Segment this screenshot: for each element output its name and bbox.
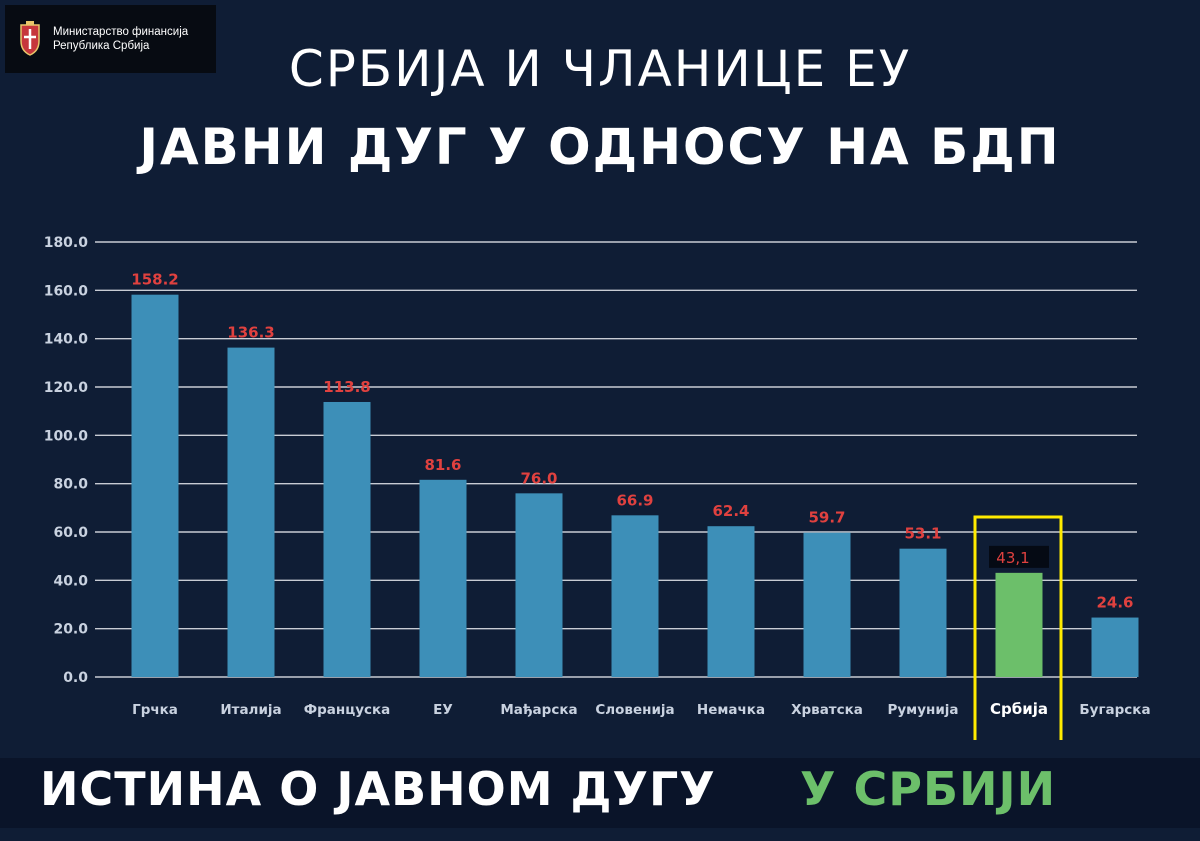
bottom-banner: [0, 758, 1200, 828]
title-line-1: СРБИЈА И ЧЛАНИЦЕ ЕУ: [288, 40, 912, 98]
data-label: 62.4: [712, 502, 749, 520]
y-tick-label: 140.0: [44, 332, 89, 348]
y-tick-label: 80.0: [53, 477, 88, 493]
bar: [131, 294, 179, 677]
x-tick-label: Грчка: [132, 702, 178, 718]
y-tick-label: 100.0: [44, 428, 89, 444]
bar: [707, 526, 755, 677]
y-tick-label: 180.0: [44, 235, 89, 251]
data-label: 59.7: [808, 509, 845, 527]
x-tick-label: Србија: [990, 700, 1048, 718]
x-tick-label: Италија: [220, 702, 281, 718]
ministry-name: Министарство финансија: [53, 26, 189, 38]
ministry-logo: Министарство финансија Република Србија: [5, 5, 216, 73]
bar: [323, 401, 371, 677]
bar-highlight: [995, 572, 1043, 677]
data-label: 81.6: [424, 456, 461, 474]
bar: [227, 347, 275, 677]
data-label: 24.6: [1096, 594, 1133, 612]
x-tick-label: Француска: [304, 702, 391, 718]
bar: [899, 548, 947, 677]
x-tick-label: Хрватска: [791, 702, 863, 718]
title-line-2: ЈАВНИ ДУГ У ОДНОСУ НА БДП: [139, 118, 1061, 176]
y-tick-label: 0.0: [63, 670, 88, 686]
bar-chart: 0.0 20.0 40.0 60.0 80.0 100.0 120.0 140.0 160.0 1…: [44, 235, 1151, 740]
bar: [1091, 617, 1139, 677]
banner-text-highlight: У СРБИЈИ: [800, 762, 1057, 816]
country-name: Република Србија: [53, 40, 150, 52]
y-tick-label: 20.0: [53, 622, 88, 638]
bar: [611, 515, 659, 677]
data-label: 113.8: [323, 378, 370, 396]
y-tick-label: 120.0: [44, 380, 89, 396]
banner-text-main: ИСТИНА О ЈАВНОМ ДУГУ: [40, 762, 716, 816]
bar: [419, 479, 467, 677]
x-tick-label: Словенија: [595, 702, 674, 718]
bar: [515, 493, 563, 677]
data-label: 136.3: [227, 324, 274, 342]
x-tick-label: Немачка: [697, 702, 765, 718]
data-label: 76.0: [520, 469, 557, 487]
serbian-crest-icon: [17, 21, 43, 57]
highlight-frame: [973, 515, 1063, 740]
y-tick-label: 40.0: [53, 573, 88, 589]
y-tick-label: 160.0: [44, 283, 89, 299]
x-tick-label: Румунија: [887, 702, 958, 718]
y-tick-label: 60.0: [53, 525, 88, 541]
data-label: 43,1: [996, 549, 1029, 567]
value-label-backdrop: [989, 545, 1049, 568]
data-label: 53.1: [904, 525, 941, 543]
x-tick-label: ЕУ: [433, 702, 453, 718]
x-tick-label: Бугарска: [1079, 702, 1150, 718]
bar: [803, 532, 851, 677]
x-tick-label: Мађарска: [500, 702, 577, 718]
data-label: 158.2: [131, 271, 178, 289]
data-label: 66.9: [616, 491, 653, 509]
